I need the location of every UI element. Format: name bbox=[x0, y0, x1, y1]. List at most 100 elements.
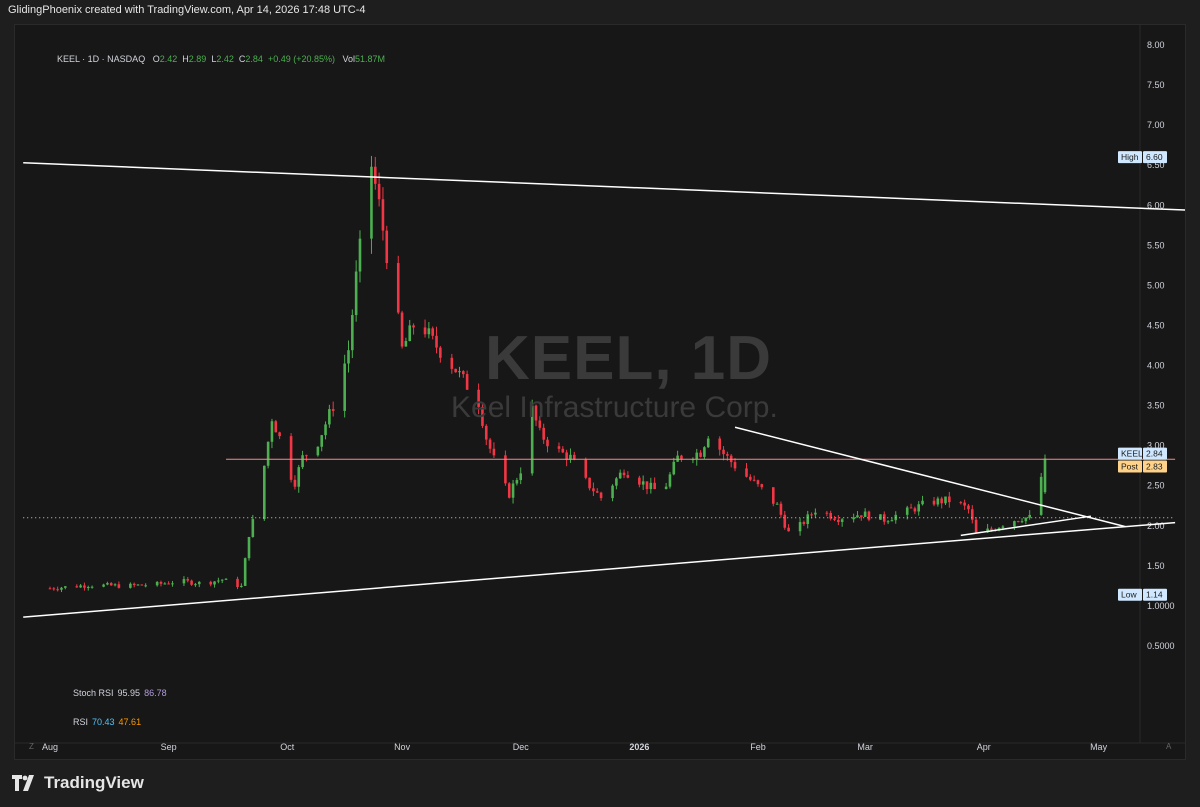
candle-body bbox=[412, 325, 415, 328]
candle-body bbox=[783, 514, 787, 528]
keel-tag-value: 2.84 bbox=[1146, 449, 1163, 459]
chart-frame[interactable]: 8.00 7.50 7.00 6.50 6.00 5.50 5.00 4.50 4.00 3.50… bbox=[14, 24, 1186, 760]
candle-body bbox=[775, 503, 779, 505]
stoch-rsi-label: Stoch RSI bbox=[73, 688, 114, 698]
candle-body bbox=[347, 350, 350, 364]
candle-body bbox=[454, 368, 457, 373]
y-tick-label: 3.50 bbox=[1147, 401, 1165, 411]
candle-body bbox=[316, 446, 320, 456]
x-tick-label: Mar bbox=[857, 742, 873, 752]
candle-body bbox=[86, 587, 90, 589]
candle-body bbox=[806, 514, 810, 525]
brand-text: TradingView bbox=[44, 773, 144, 792]
post-tag-value-bg bbox=[1143, 460, 1167, 473]
candle-body bbox=[886, 521, 890, 523]
legend-low: 2.42 bbox=[216, 54, 234, 64]
ascending-wedge-bottom-trendline bbox=[960, 515, 1092, 537]
candle-body bbox=[450, 357, 454, 369]
tradingview-brand[interactable]: TradingView bbox=[12, 773, 144, 793]
candle-body bbox=[404, 341, 408, 347]
candle-body bbox=[595, 491, 599, 493]
candle-body bbox=[921, 500, 924, 505]
candle-body bbox=[381, 199, 385, 231]
candle-body bbox=[331, 409, 335, 411]
candle-body bbox=[278, 432, 281, 437]
candle-body bbox=[940, 498, 943, 504]
y-tick-label: 4.00 bbox=[1147, 361, 1165, 371]
auto-scale-left-button[interactable]: Z bbox=[29, 742, 34, 751]
candle-body bbox=[932, 500, 936, 505]
low-tag-value: 1.14 bbox=[1146, 590, 1163, 600]
candle-body bbox=[515, 480, 519, 484]
candle-body bbox=[653, 482, 656, 490]
candle-body bbox=[722, 449, 725, 455]
candle-body bbox=[1028, 514, 1031, 518]
candle-body bbox=[519, 473, 523, 481]
candle-body bbox=[638, 477, 641, 485]
candle-body bbox=[48, 588, 52, 590]
candle-body bbox=[561, 448, 565, 453]
candle-body bbox=[106, 583, 109, 585]
candle-body bbox=[113, 584, 117, 586]
candle-body bbox=[488, 439, 492, 449]
keel-tag-value-bg bbox=[1143, 447, 1167, 460]
candle-body bbox=[289, 436, 293, 480]
candle-body bbox=[542, 427, 545, 440]
y-tick-label: 3.00 bbox=[1147, 441, 1165, 451]
candle-body bbox=[373, 166, 377, 184]
candle-body bbox=[324, 424, 327, 436]
candle-body bbox=[680, 455, 683, 460]
candle-body bbox=[236, 578, 239, 588]
candle-body bbox=[1016, 521, 1020, 523]
candle-body bbox=[171, 583, 174, 585]
candle-body bbox=[56, 589, 59, 591]
x-tick-label: Dec bbox=[513, 742, 530, 752]
post-tag-label-bg bbox=[1118, 460, 1142, 473]
price-chart[interactable]: 8.00 7.50 7.00 6.50 6.00 5.50 5.00 4.50 4.00 3.50… bbox=[15, 25, 1185, 759]
candle-body bbox=[1043, 458, 1047, 493]
auto-scale-right-button[interactable]: A bbox=[1166, 742, 1172, 751]
legend-close: 2.84 bbox=[245, 54, 263, 64]
candle-body bbox=[695, 452, 699, 460]
candle-body bbox=[833, 518, 836, 520]
candle-body bbox=[909, 507, 913, 509]
candle-body bbox=[75, 586, 79, 588]
candle-body bbox=[749, 476, 752, 480]
post-tag-label: Post bbox=[1121, 462, 1139, 472]
candle-body bbox=[52, 588, 56, 590]
candle-body bbox=[370, 166, 373, 239]
candle-body bbox=[144, 585, 147, 587]
tradingview-logo-icon bbox=[12, 775, 34, 791]
candle-body bbox=[641, 481, 645, 485]
candle-body bbox=[274, 421, 278, 433]
candle-body bbox=[1001, 526, 1005, 528]
rsi-value: 70.43 bbox=[92, 717, 115, 727]
candle-body bbox=[301, 455, 304, 468]
candle-body bbox=[840, 519, 844, 522]
candle-body bbox=[676, 455, 679, 462]
candle-body bbox=[860, 515, 863, 517]
candle-body bbox=[645, 481, 649, 490]
high-tag-label-bg bbox=[1118, 151, 1142, 164]
low-tag-label: Low bbox=[1121, 590, 1137, 600]
candle-body bbox=[132, 583, 136, 585]
candle-body bbox=[293, 479, 297, 487]
legend-open-label: O bbox=[152, 54, 160, 64]
candle-body bbox=[622, 472, 626, 476]
candle-body bbox=[136, 584, 140, 586]
candle-body bbox=[905, 507, 909, 515]
candle-body bbox=[507, 483, 511, 498]
candle-body bbox=[913, 508, 917, 512]
y-tick-label: 2.50 bbox=[1147, 481, 1165, 491]
candle-body bbox=[186, 579, 190, 581]
candle-body bbox=[511, 483, 515, 498]
candle-body bbox=[990, 528, 993, 531]
candle-body bbox=[263, 465, 266, 520]
keel-tag-label: KEEL bbox=[1121, 449, 1143, 459]
candle-body bbox=[534, 405, 538, 421]
candle-body bbox=[155, 581, 159, 586]
high-tag-value-bg bbox=[1143, 151, 1167, 164]
candle-body bbox=[1024, 517, 1028, 522]
candle-body bbox=[217, 580, 220, 582]
candle-body bbox=[668, 474, 672, 487]
